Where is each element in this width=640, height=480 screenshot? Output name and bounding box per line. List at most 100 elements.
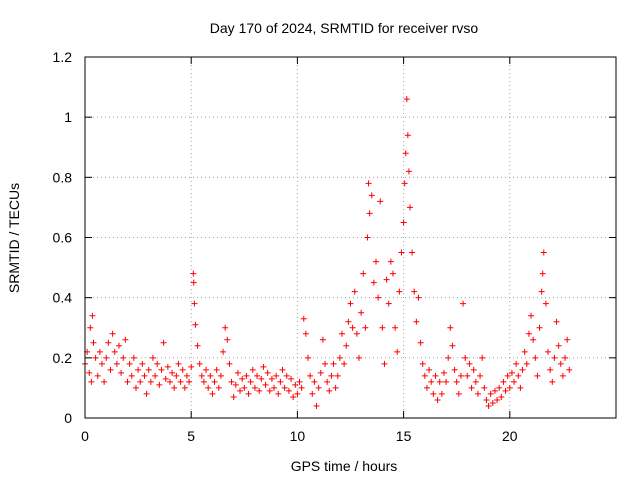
data-point bbox=[375, 294, 382, 301]
data-point bbox=[472, 378, 479, 385]
data-point bbox=[309, 390, 316, 397]
data-point bbox=[317, 369, 324, 376]
data-point bbox=[400, 219, 407, 226]
data-point bbox=[266, 387, 273, 394]
data-point bbox=[271, 384, 278, 391]
data-point bbox=[381, 360, 388, 367]
data-point bbox=[379, 324, 386, 331]
data-point bbox=[559, 372, 566, 379]
data-point bbox=[118, 369, 125, 376]
data-point bbox=[143, 390, 150, 397]
data-point bbox=[177, 378, 184, 385]
data-point bbox=[536, 324, 543, 331]
data-point bbox=[491, 387, 498, 394]
y-tick-label: 1 bbox=[64, 109, 72, 125]
data-point bbox=[120, 354, 127, 361]
data-point bbox=[239, 375, 246, 382]
data-point bbox=[124, 378, 131, 385]
data-point bbox=[268, 375, 275, 382]
data-point bbox=[171, 384, 178, 391]
data-point bbox=[285, 387, 292, 394]
data-point bbox=[368, 192, 375, 199]
data-point bbox=[519, 366, 526, 373]
data-point bbox=[135, 366, 142, 373]
data-point bbox=[326, 387, 333, 394]
data-point bbox=[553, 318, 560, 325]
data-point bbox=[406, 204, 413, 211]
data-point bbox=[401, 180, 408, 187]
data-point bbox=[198, 372, 205, 379]
data-point bbox=[347, 300, 354, 307]
data-point bbox=[343, 342, 350, 349]
data-point bbox=[103, 354, 110, 361]
data-point bbox=[366, 210, 373, 217]
data-point bbox=[245, 390, 252, 397]
data-point bbox=[389, 270, 396, 277]
data-point bbox=[479, 354, 486, 361]
data-point bbox=[191, 300, 198, 307]
data-point bbox=[566, 366, 573, 373]
data-point bbox=[292, 381, 299, 388]
data-point bbox=[115, 342, 122, 349]
data-point bbox=[249, 366, 256, 373]
data-points bbox=[82, 96, 573, 409]
data-point bbox=[232, 381, 239, 388]
data-point bbox=[241, 384, 248, 391]
data-point bbox=[434, 396, 441, 403]
data-point bbox=[211, 378, 218, 385]
data-point bbox=[521, 348, 528, 355]
data-point bbox=[564, 336, 571, 343]
data-point bbox=[555, 342, 562, 349]
data-point bbox=[532, 354, 539, 361]
data-point bbox=[426, 366, 433, 373]
data-point bbox=[302, 330, 309, 337]
data-point bbox=[86, 369, 93, 376]
data-point bbox=[494, 396, 501, 403]
data-point bbox=[152, 372, 159, 379]
data-point bbox=[398, 249, 405, 256]
data-point bbox=[194, 342, 201, 349]
data-point bbox=[470, 366, 477, 373]
data-point bbox=[145, 366, 152, 373]
data-point bbox=[360, 270, 367, 277]
data-point bbox=[339, 330, 346, 337]
data-point bbox=[353, 330, 360, 337]
data-point bbox=[264, 369, 271, 376]
data-point bbox=[207, 372, 214, 379]
data-point bbox=[377, 198, 384, 205]
data-point bbox=[557, 360, 564, 367]
data-point bbox=[466, 360, 473, 367]
data-point bbox=[273, 372, 280, 379]
data-point bbox=[330, 360, 337, 367]
data-point bbox=[421, 372, 428, 379]
data-point bbox=[457, 372, 464, 379]
data-point bbox=[404, 132, 411, 139]
data-point bbox=[290, 393, 297, 400]
data-point bbox=[349, 324, 356, 331]
data-point bbox=[175, 360, 182, 367]
data-point bbox=[551, 354, 558, 361]
data-point bbox=[419, 360, 426, 367]
data-point bbox=[173, 372, 180, 379]
data-point bbox=[188, 363, 195, 370]
y-tick-label: 0.2 bbox=[53, 350, 73, 366]
data-point bbox=[411, 288, 418, 295]
data-point bbox=[540, 249, 547, 256]
y-axis-label: SRMTID / TECUs bbox=[6, 183, 22, 293]
data-point bbox=[262, 381, 269, 388]
data-point bbox=[430, 390, 437, 397]
data-point bbox=[294, 390, 301, 397]
data-point bbox=[332, 384, 339, 391]
data-point bbox=[394, 348, 401, 355]
data-point bbox=[502, 387, 509, 394]
data-point bbox=[428, 378, 435, 385]
data-point bbox=[523, 360, 530, 367]
data-point bbox=[87, 324, 94, 331]
data-point bbox=[549, 378, 556, 385]
data-point bbox=[372, 258, 379, 265]
data-point bbox=[200, 378, 207, 385]
data-point bbox=[443, 378, 450, 385]
data-point bbox=[179, 366, 186, 373]
data-point bbox=[500, 378, 507, 385]
